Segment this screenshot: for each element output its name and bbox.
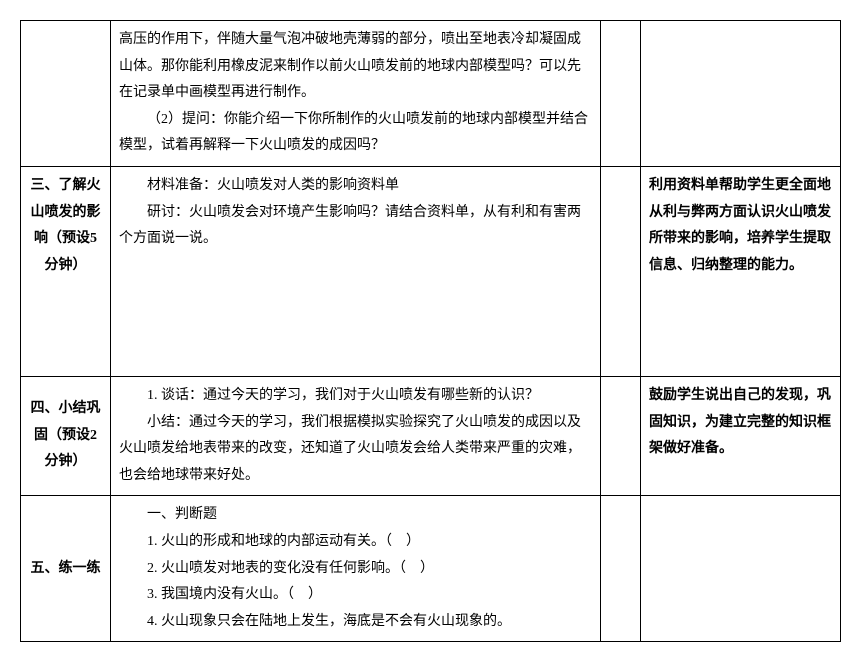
content-line: 研讨：火山喷发会对环境产生影响吗？请结合资料单，从有利和有害两个方面说一说。 (119, 200, 592, 253)
content-line: （2）提问：你能介绍一下你所制作的火山喷发前的地球内部模型并结合模型，试着再解释… (119, 107, 592, 160)
row-label: 五、练一练 (21, 496, 111, 642)
row-note: 利用资料单帮助学生更全面地从利与弊两方面认识火山喷发所带来的影响，培养学生提取信… (641, 166, 841, 376)
row-label: 三、了解火山喷发的影响（预设5分钟） (21, 166, 111, 376)
table-row: 四、小结巩固（预设2分钟） 1. 谈话：通过今天的学习，我们对于火山喷发有哪些新… (21, 376, 841, 495)
content-line: 材料准备：火山喷发对人类的影响资料单 (119, 173, 592, 200)
content-line: 1. 火山的形成和地球的内部运动有关。（ ） (119, 529, 592, 556)
row-note: 鼓励学生说出自己的发现，巩固知识，为建立完整的知识框架做好准备。 (641, 376, 841, 495)
content-line: 1. 谈话：通过今天的学习，我们对于火山喷发有哪些新的认识？ (119, 383, 592, 410)
row-label (21, 21, 111, 167)
table-row: 高压的作用下，伴随大量气泡冲破地壳薄弱的部分，喷出至地表冷却凝固成山体。那你能利… (21, 21, 841, 167)
row-note (641, 21, 841, 167)
content-line: 4. 火山现象只会在陆地上发生，海底是不会有火山现象的。 (119, 609, 592, 636)
table-row: 五、练一练 一、判断题 1. 火山的形成和地球的内部运动有关。（ ） 2. 火山… (21, 496, 841, 642)
content-line: 3. 我国境内没有火山。（ ） (119, 582, 592, 609)
row-spacer (601, 376, 641, 495)
row-content: 一、判断题 1. 火山的形成和地球的内部运动有关。（ ） 2. 火山喷发对地表的… (111, 496, 601, 642)
lesson-plan-table: 高压的作用下，伴随大量气泡冲破地壳薄弱的部分，喷出至地表冷却凝固成山体。那你能利… (20, 20, 841, 642)
content-line: 2. 火山喷发对地表的变化没有任何影响。（ ） (119, 556, 592, 583)
row-label: 四、小结巩固（预设2分钟） (21, 376, 111, 495)
content-line: 小结：通过今天的学习，我们根据模拟实验探究了火山喷发的成因以及火山喷发给地表带来… (119, 410, 592, 490)
content-line: 一、判断题 (119, 502, 592, 529)
row-content: 1. 谈话：通过今天的学习，我们对于火山喷发有哪些新的认识？ 小结：通过今天的学… (111, 376, 601, 495)
content-line: 高压的作用下，伴随大量气泡冲破地壳薄弱的部分，喷出至地表冷却凝固成山体。那你能利… (119, 27, 592, 107)
row-spacer (601, 166, 641, 376)
row-note (641, 496, 841, 642)
row-content: 高压的作用下，伴随大量气泡冲破地壳薄弱的部分，喷出至地表冷却凝固成山体。那你能利… (111, 21, 601, 167)
row-spacer (601, 21, 641, 167)
table-row: 三、了解火山喷发的影响（预设5分钟） 材料准备：火山喷发对人类的影响资料单 研讨… (21, 166, 841, 376)
row-spacer (601, 496, 641, 642)
row-content: 材料准备：火山喷发对人类的影响资料单 研讨：火山喷发会对环境产生影响吗？请结合资… (111, 166, 601, 376)
